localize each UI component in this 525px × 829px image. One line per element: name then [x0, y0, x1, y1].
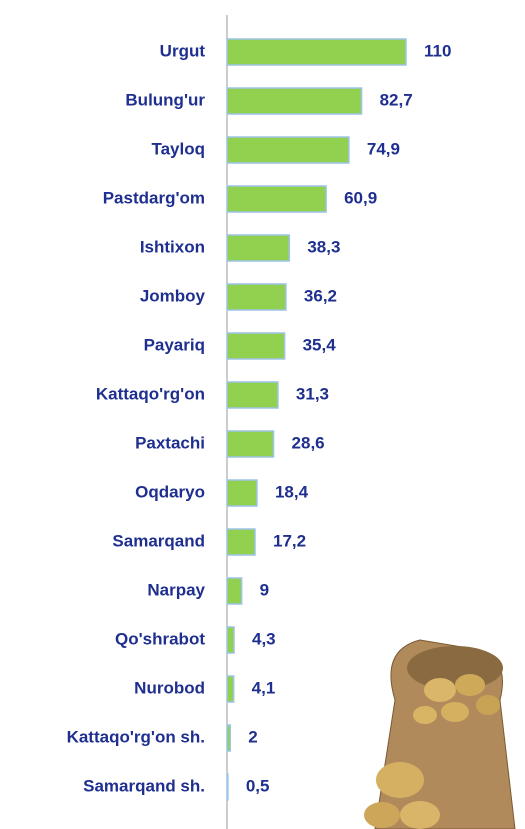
category-label: Oqdaryo [135, 482, 205, 501]
chart: Urgut 110 Bulung'ur 82,7 Tayloq 74,9 Pastdarg'… [0, 0, 525, 829]
category-label: Paxtachi [135, 433, 205, 452]
value-label: 2 [248, 727, 257, 746]
bar [227, 333, 285, 359]
category-label: Samarqand sh. [83, 776, 205, 795]
potato-sack [364, 640, 515, 829]
bar [227, 382, 278, 408]
value-label: 17,2 [273, 531, 306, 550]
category-label: Pastdarg'om [103, 188, 205, 207]
bar [227, 39, 406, 65]
category-label: Bulung'ur [125, 90, 205, 109]
bar [227, 529, 255, 555]
bar [227, 578, 242, 604]
category-label: Qo'shrabot [115, 629, 205, 648]
value-label: 18,4 [275, 482, 309, 501]
category-label: Tayloq [151, 139, 205, 158]
bar [227, 627, 234, 653]
bar [227, 284, 286, 310]
value-label: 38,3 [307, 237, 340, 256]
bar [227, 774, 228, 800]
value-label: 31,3 [296, 384, 329, 403]
bar [227, 137, 349, 163]
category-label: Nurobod [134, 678, 205, 697]
category-label: Kattaqo'rg'on sh. [67, 727, 205, 746]
bar [227, 186, 326, 212]
category-label: Payariq [144, 335, 205, 354]
bar [227, 676, 234, 702]
value-label: 0,5 [246, 776, 270, 795]
bar [227, 88, 362, 114]
category-label: Jomboy [140, 286, 206, 305]
bar [227, 480, 257, 506]
value-label: 4,1 [252, 678, 276, 697]
value-label: 82,7 [380, 90, 413, 109]
category-label: Narpay [147, 580, 205, 599]
bar [227, 431, 274, 457]
value-label: 60,9 [344, 188, 377, 207]
category-label: Urgut [160, 41, 206, 60]
value-label: 36,2 [304, 286, 337, 305]
value-label: 74,9 [367, 139, 400, 158]
value-label: 9 [260, 580, 269, 599]
value-label: 35,4 [303, 335, 337, 354]
category-label: Kattaqo'rg'on [96, 384, 205, 403]
category-label: Ishtixon [140, 237, 205, 256]
value-label: 4,3 [252, 629, 276, 648]
bar [227, 725, 230, 751]
value-label: 110 [424, 41, 451, 60]
category-label: Samarqand [112, 531, 205, 550]
value-label: 28,6 [292, 433, 325, 452]
bar [227, 235, 289, 261]
